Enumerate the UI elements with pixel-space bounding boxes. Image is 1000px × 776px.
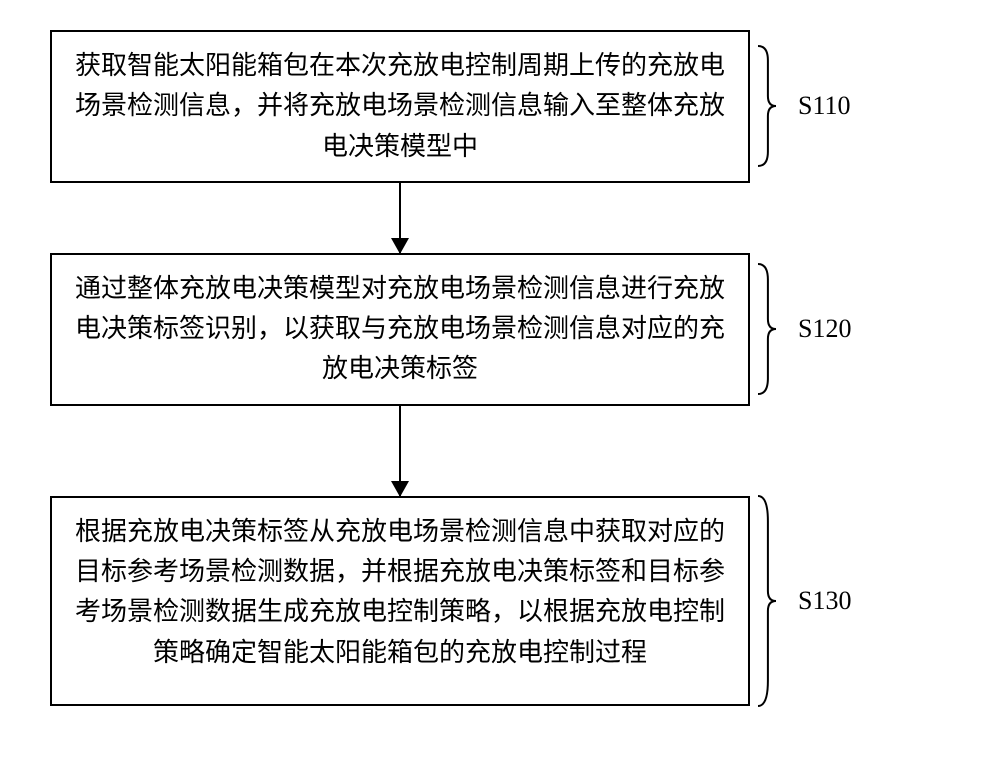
connector-s110-s120 — [50, 183, 750, 253]
step-box-s130: 根据充放电决策标签从充放电场景检测信息中获取对应的目标参考场景检测数据，并根据充… — [50, 496, 750, 706]
flow-step-s120: 通过整体充放电决策模型对充放电场景检测信息进行充放电决策标签识别，以获取与充放电… — [50, 253, 950, 406]
flowchart-container: 获取智能太阳能箱包在本次充放电控制周期上传的充放电场景检测信息，并将充放电场景检… — [50, 30, 950, 706]
step-label-s120: S120 — [798, 314, 851, 344]
step-box-s120: 通过整体充放电决策模型对充放电场景检测信息进行充放电决策标签识别，以获取与充放电… — [50, 253, 750, 406]
brace-s130 — [758, 496, 780, 706]
brace-s120 — [758, 264, 780, 394]
flow-step-s110: 获取智能太阳能箱包在本次充放电控制周期上传的充放电场景检测信息，并将充放电场景检… — [50, 30, 950, 183]
flow-step-s130: 根据充放电决策标签从充放电场景检测信息中获取对应的目标参考场景检测数据，并根据充… — [50, 496, 950, 706]
brace-s110 — [758, 46, 780, 166]
step-label-s110: S110 — [798, 91, 851, 121]
arrowhead-icon — [391, 481, 409, 497]
step-box-s110: 获取智能太阳能箱包在本次充放电控制周期上传的充放电场景检测信息，并将充放电场景检… — [50, 30, 750, 183]
step-label-s130: S130 — [798, 586, 851, 616]
connector-s120-s130 — [50, 406, 750, 496]
arrowhead-icon — [391, 238, 409, 254]
